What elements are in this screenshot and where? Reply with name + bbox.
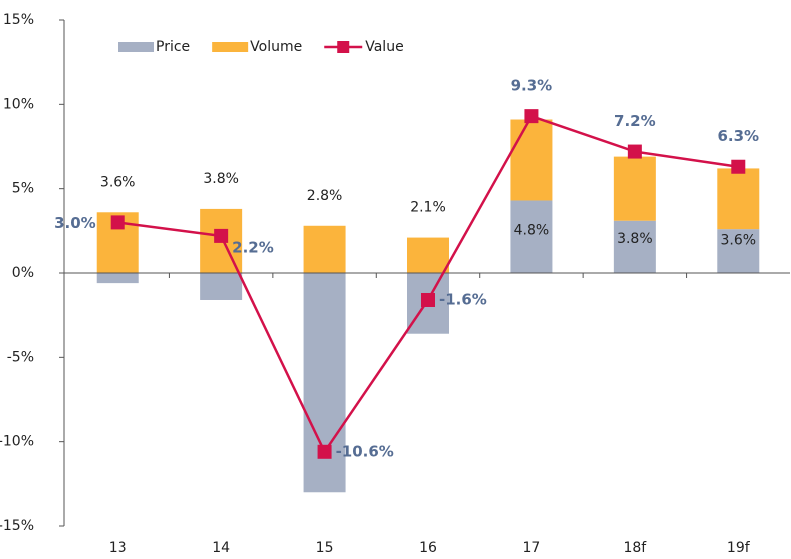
bar	[613, 156, 656, 221]
value-marker	[214, 228, 229, 243]
y-tick-label: 10%	[3, 96, 34, 112]
bar	[510, 200, 553, 273]
value-marker	[524, 109, 539, 124]
y-tick-label: 5%	[12, 181, 34, 197]
legend-swatch	[212, 42, 249, 52]
x-tick-label: 15	[316, 540, 334, 556]
value-marker	[731, 159, 746, 174]
value-label: 2.2%	[232, 238, 274, 256]
y-tick-label: 15%	[3, 12, 34, 28]
bar	[407, 237, 449, 273]
value-label: -10.6%	[336, 442, 394, 460]
y-tick-label: 0%	[12, 265, 34, 281]
value-label: -1.6%	[439, 290, 487, 308]
value-label: 6.3%	[717, 127, 759, 145]
value-marker	[421, 292, 435, 307]
value-label: 9.3%	[511, 77, 553, 95]
bar	[303, 225, 346, 273]
x-tick-label: 18f	[623, 540, 647, 556]
legend-swatch	[118, 42, 154, 52]
bar	[96, 273, 139, 284]
y-tick-label: -5%	[7, 349, 34, 365]
x-tick-label: 16	[419, 540, 437, 556]
legend-label: Value	[365, 39, 403, 55]
value-label: 3.0%	[54, 214, 96, 232]
x-tick-label: 14	[212, 540, 230, 556]
legend-label: Volume	[250, 39, 302, 55]
y-tick-label: -10%	[0, 434, 34, 450]
x-tick-label: 19f	[727, 540, 751, 556]
data-label: 3.6%	[720, 233, 756, 249]
data-label: 4.8%	[514, 223, 550, 239]
value-label: 7.2%	[614, 112, 656, 130]
legend-label: Price	[156, 39, 190, 55]
bar	[717, 168, 760, 230]
x-tick-label: 13	[109, 540, 127, 556]
data-label: 3.6%	[100, 174, 136, 190]
value-marker	[110, 215, 125, 230]
y-tick-label: -15%	[0, 518, 34, 534]
value-marker	[317, 444, 332, 459]
data-label: 3.8%	[617, 231, 653, 247]
data-label: 2.8%	[307, 188, 343, 204]
x-tick-label: 17	[523, 540, 541, 556]
bar	[717, 229, 760, 273]
data-label: 3.8%	[203, 171, 239, 187]
legend-swatch	[337, 41, 350, 53]
bar	[613, 220, 656, 273]
data-label: 2.1%	[410, 200, 446, 216]
value-marker	[627, 144, 642, 159]
bar	[510, 119, 553, 201]
bar	[200, 273, 243, 300]
